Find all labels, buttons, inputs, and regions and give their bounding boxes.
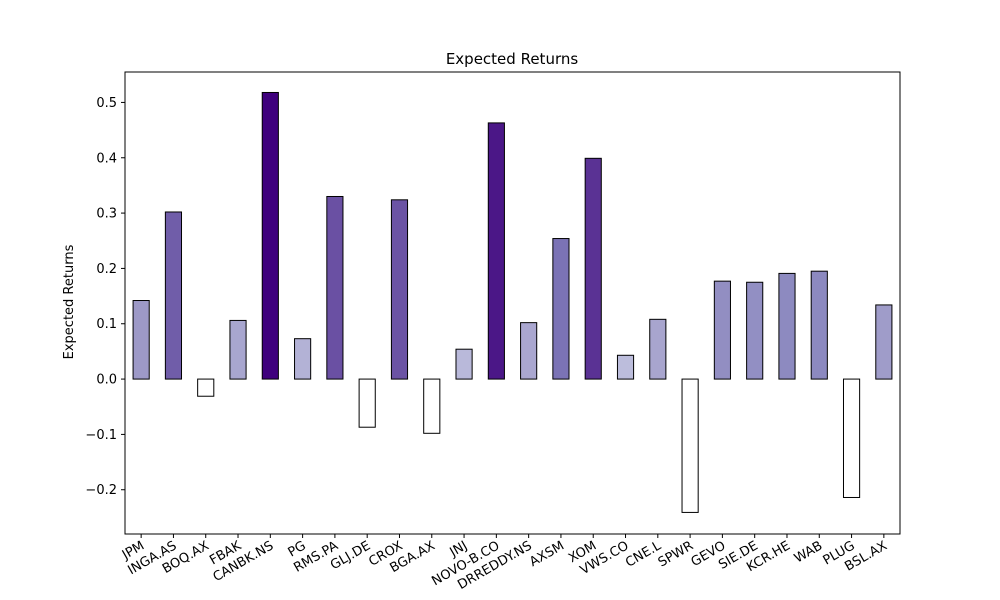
bar-bsl-ax: [875, 304, 893, 380]
bar-wab: [810, 270, 828, 380]
x-tick-label: SPWR: [656, 538, 696, 570]
chart-title: Expected Returns: [446, 50, 579, 68]
y-tick-label: 0.4: [96, 151, 117, 166]
bar-bga-ax: [423, 378, 441, 434]
bar-glj-de: [358, 378, 376, 428]
bar-kcr-he: [778, 272, 796, 380]
y-axis: −0.2 −0.1 0.0 0.1 0.2 0.3 0.4 0.5: [85, 96, 125, 498]
bar-vws-co: [616, 354, 635, 380]
bar-gevo: [713, 280, 731, 380]
bar-xom: [584, 157, 602, 380]
bar-drreddy-ns: [520, 322, 538, 380]
bar-novo-b-co: [487, 122, 505, 380]
x-tick-label: AXSM: [527, 538, 567, 570]
bar-boq-ax: [197, 378, 215, 397]
y-tick-label: −0.1: [85, 428, 117, 443]
bar-canbk-ns: [261, 91, 279, 380]
bar-jnj: [455, 348, 473, 380]
bar-axsm: [552, 238, 570, 380]
x-tick-label: CNE.L: [623, 538, 664, 571]
bar-sie-de: [746, 281, 764, 380]
bar-crox: [390, 199, 409, 380]
plot-frame: [124, 71, 901, 535]
y-tick-label: −0.2: [85, 483, 117, 498]
y-tick-label: 0.2: [96, 262, 117, 277]
bar-cne-l: [649, 318, 667, 380]
y-tick-label: 0.3: [96, 207, 117, 222]
y-tick-label: 0.1: [96, 317, 117, 332]
bar-spwr: [681, 378, 699, 513]
y-tick-label: 0.5: [96, 96, 117, 111]
bar-pg: [294, 338, 312, 380]
bar-rms-pa: [326, 195, 344, 380]
y-axis-label: Expected Returns: [62, 244, 77, 359]
bar-jpm: [132, 300, 150, 380]
bar-inga-as: [164, 211, 183, 380]
y-tick-label: 0.0: [96, 373, 117, 388]
bar-fbak: [229, 319, 247, 380]
bar-group: [132, 91, 893, 513]
bar-plug: [842, 378, 861, 498]
x-tick-label: WAB: [792, 538, 825, 566]
